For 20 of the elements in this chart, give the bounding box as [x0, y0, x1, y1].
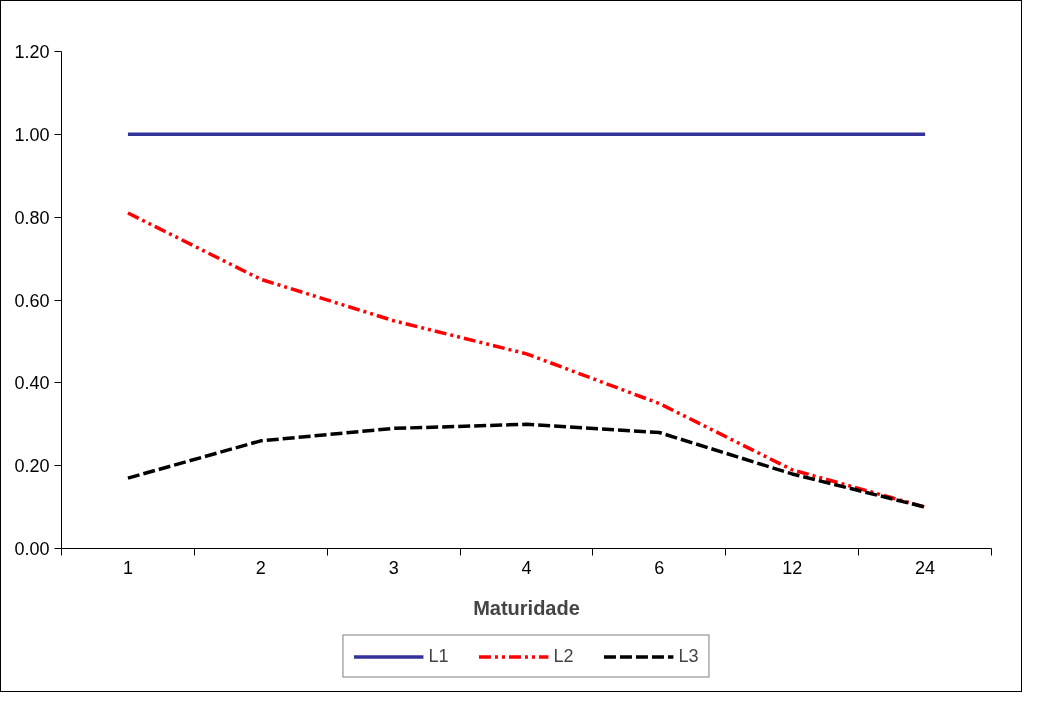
x-tick-label: 6 [654, 557, 665, 578]
x-tick-label: 12 [782, 557, 803, 578]
y-tick-label: 1.00 [14, 124, 50, 145]
y-tick-label: 0.20 [14, 456, 50, 477]
x-axis-title: Maturidade [473, 596, 580, 619]
y-tick-label: 0.80 [14, 207, 50, 228]
x-tick-label: 24 [915, 557, 936, 578]
y-tick-label: 0.60 [14, 290, 50, 311]
line-series [126, 422, 927, 509]
x-tick-label: 1 [122, 557, 133, 578]
x-tick-label: 4 [521, 557, 532, 578]
x-tick-label: 3 [388, 557, 399, 578]
legend-label: L2 [553, 645, 574, 667]
x-tick-label: 2 [255, 557, 266, 578]
y-tick-label: 1.20 [14, 42, 50, 62]
legend-label: L3 [678, 645, 699, 667]
legend-label: L1 [428, 645, 449, 667]
y-tick-label: 0.00 [14, 539, 50, 559]
y-tick-label: 0.40 [14, 373, 50, 394]
line-series [126, 211, 927, 509]
